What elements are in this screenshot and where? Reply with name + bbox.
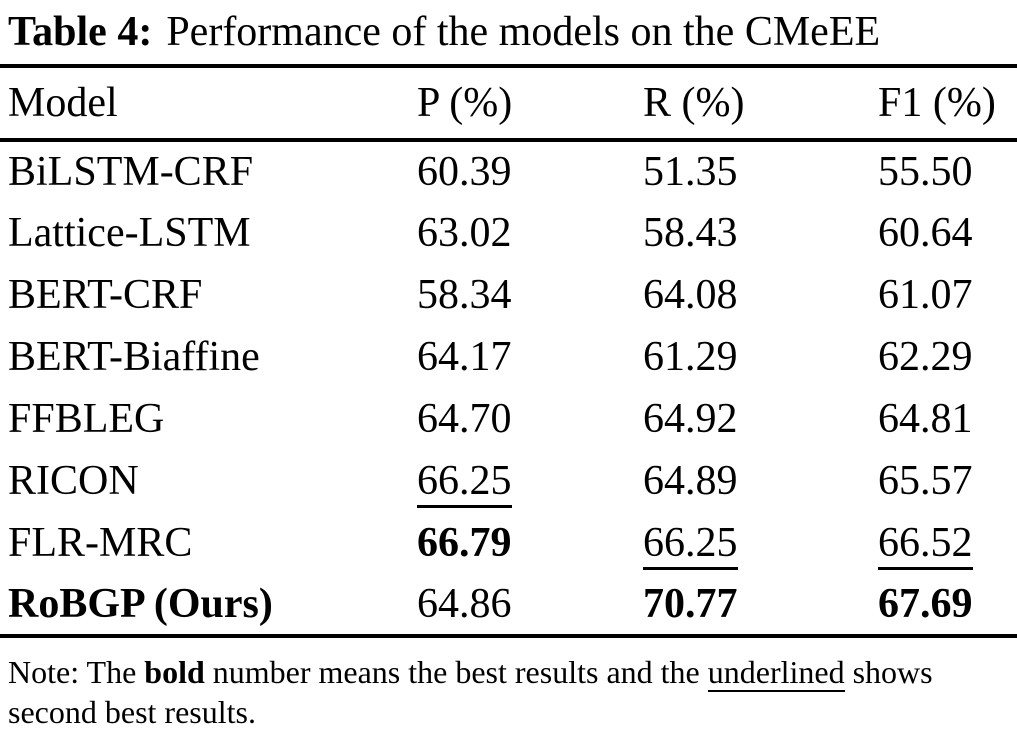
f1-cell-text: 55.50 [878,149,973,195]
precision-cell: 58.34 [417,264,643,326]
f1-cell: 62.29 [878,326,1017,388]
recall-cell: 64.92 [643,388,878,450]
model-cell-text: BERT-Biaffine [8,334,260,380]
recall-cell: 64.08 [643,264,878,326]
table-body: BiLSTM-CRF 60.39 51.35 55.50 Lattice-LSTM 63.… [0,140,1017,636]
results-table: Model P (%) R (%) F1 (%) BiLSTM-CRF 60.39… [0,64,1017,638]
f1-cell-text: 66.52 [878,520,973,570]
precision-cell: 63.02 [417,202,643,264]
model-cell-text: RICON [8,458,139,504]
precision-cell-text: 64.86 [417,581,512,627]
model-cell-text: RoBGP (Ours) [8,581,273,627]
model-cell-text: FLR-MRC [8,520,193,566]
note-segment: underlined [707,654,845,692]
model-cell: FLR-MRC [0,512,417,574]
f1-cell-text: 61.07 [878,272,973,318]
precision-cell: 64.70 [417,388,643,450]
recall-cell-text: 64.92 [643,396,738,442]
note-segment: shows second best results. [8,654,933,730]
precision-cell: 66.25 [417,450,643,512]
f1-cell-text: 60.64 [878,210,973,256]
recall-cell-text: 64.08 [643,272,738,318]
recall-cell-text: 66.25 [643,520,738,570]
recall-cell-text: 70.77 [643,581,738,627]
precision-cell-text: 64.70 [417,396,512,442]
f1-cell-text: 67.69 [878,581,973,627]
note-segment: bold [144,654,205,690]
model-cell: RoBGP (Ours) [0,574,417,636]
table-row: RICON 66.25 64.89 65.57 [0,450,1017,512]
f1-cell: 65.57 [878,450,1017,512]
f1-cell: 67.69 [878,574,1017,636]
note-segment: Note: The [8,654,145,690]
col-header-f1: F1 (%) [878,80,996,126]
precision-cell-text: 64.17 [417,334,512,380]
note-segment: number means the best results and the [204,654,708,690]
recall-cell: 51.35 [643,140,878,202]
model-cell-text: Lattice-LSTM [8,210,251,256]
model-cell: FFBLEG [0,388,417,450]
recall-cell: 66.25 [643,512,878,574]
f1-cell-text: 65.57 [878,458,973,504]
f1-cell: 61.07 [878,264,1017,326]
table-header: Model P (%) R (%) F1 (%) [0,66,1017,140]
table-row: BiLSTM-CRF 60.39 51.35 55.50 [0,140,1017,202]
recall-cell: 64.89 [643,450,878,512]
table-row: Lattice-LSTM 63.02 58.43 60.64 [0,202,1017,264]
f1-cell-text: 64.81 [878,396,973,442]
precision-cell-text: 63.02 [417,210,512,256]
f1-cell: 66.52 [878,512,1017,574]
recall-cell: 70.77 [643,574,878,636]
table-caption-label: Table 4: [8,9,153,55]
f1-cell-text: 62.29 [878,334,973,380]
model-cell-text: BERT-CRF [8,272,203,318]
precision-cell: 64.17 [417,326,643,388]
model-cell: BERT-CRF [0,264,417,326]
f1-cell: 64.81 [878,388,1017,450]
precision-cell: 60.39 [417,140,643,202]
f1-cell: 60.64 [878,202,1017,264]
header-row: Model P (%) R (%) F1 (%) [0,66,1017,140]
recall-cell-text: 64.89 [643,458,738,504]
table-row: FFBLEG 64.70 64.92 64.81 [0,388,1017,450]
f1-cell: 55.50 [878,140,1017,202]
recall-cell: 61.29 [643,326,878,388]
model-cell: BERT-Biaffine [0,326,417,388]
col-header-precision: P (%) [417,80,513,126]
recall-cell-text: 51.35 [643,149,738,195]
recall-cell: 58.43 [643,202,878,264]
model-cell: Lattice-LSTM [0,202,417,264]
precision-cell-text: 66.79 [417,520,512,566]
precision-cell-text: 58.34 [417,272,512,318]
model-cell-text: BiLSTM-CRF [8,149,254,195]
precision-cell: 64.86 [417,574,643,636]
model-cell-text: FFBLEG [8,396,165,442]
model-cell: RICON [0,450,417,512]
precision-cell: 66.79 [417,512,643,574]
recall-cell-text: 58.43 [643,210,738,256]
table-row: BERT-Biaffine 64.17 61.29 62.29 [0,326,1017,388]
table-row: FLR-MRC 66.79 66.25 66.52 [0,512,1017,574]
recall-cell-text: 61.29 [643,334,738,380]
precision-cell-text: 60.39 [417,149,512,195]
precision-cell-text: 66.25 [417,458,512,508]
table-row: BERT-CRF 58.34 64.08 61.07 [0,264,1017,326]
table-caption: Table 4: Performance of the models on the… [0,0,1017,58]
model-cell: BiLSTM-CRF [0,140,417,202]
table-row: RoBGP (Ours) 64.86 70.77 67.69 [0,574,1017,636]
col-header-model: Model [8,80,118,126]
table-note: Note: The bold number means the best res… [8,652,1009,732]
table-caption-text: Performance of the models on the CMeEE [166,9,881,55]
col-header-recall: R (%) [643,80,745,126]
